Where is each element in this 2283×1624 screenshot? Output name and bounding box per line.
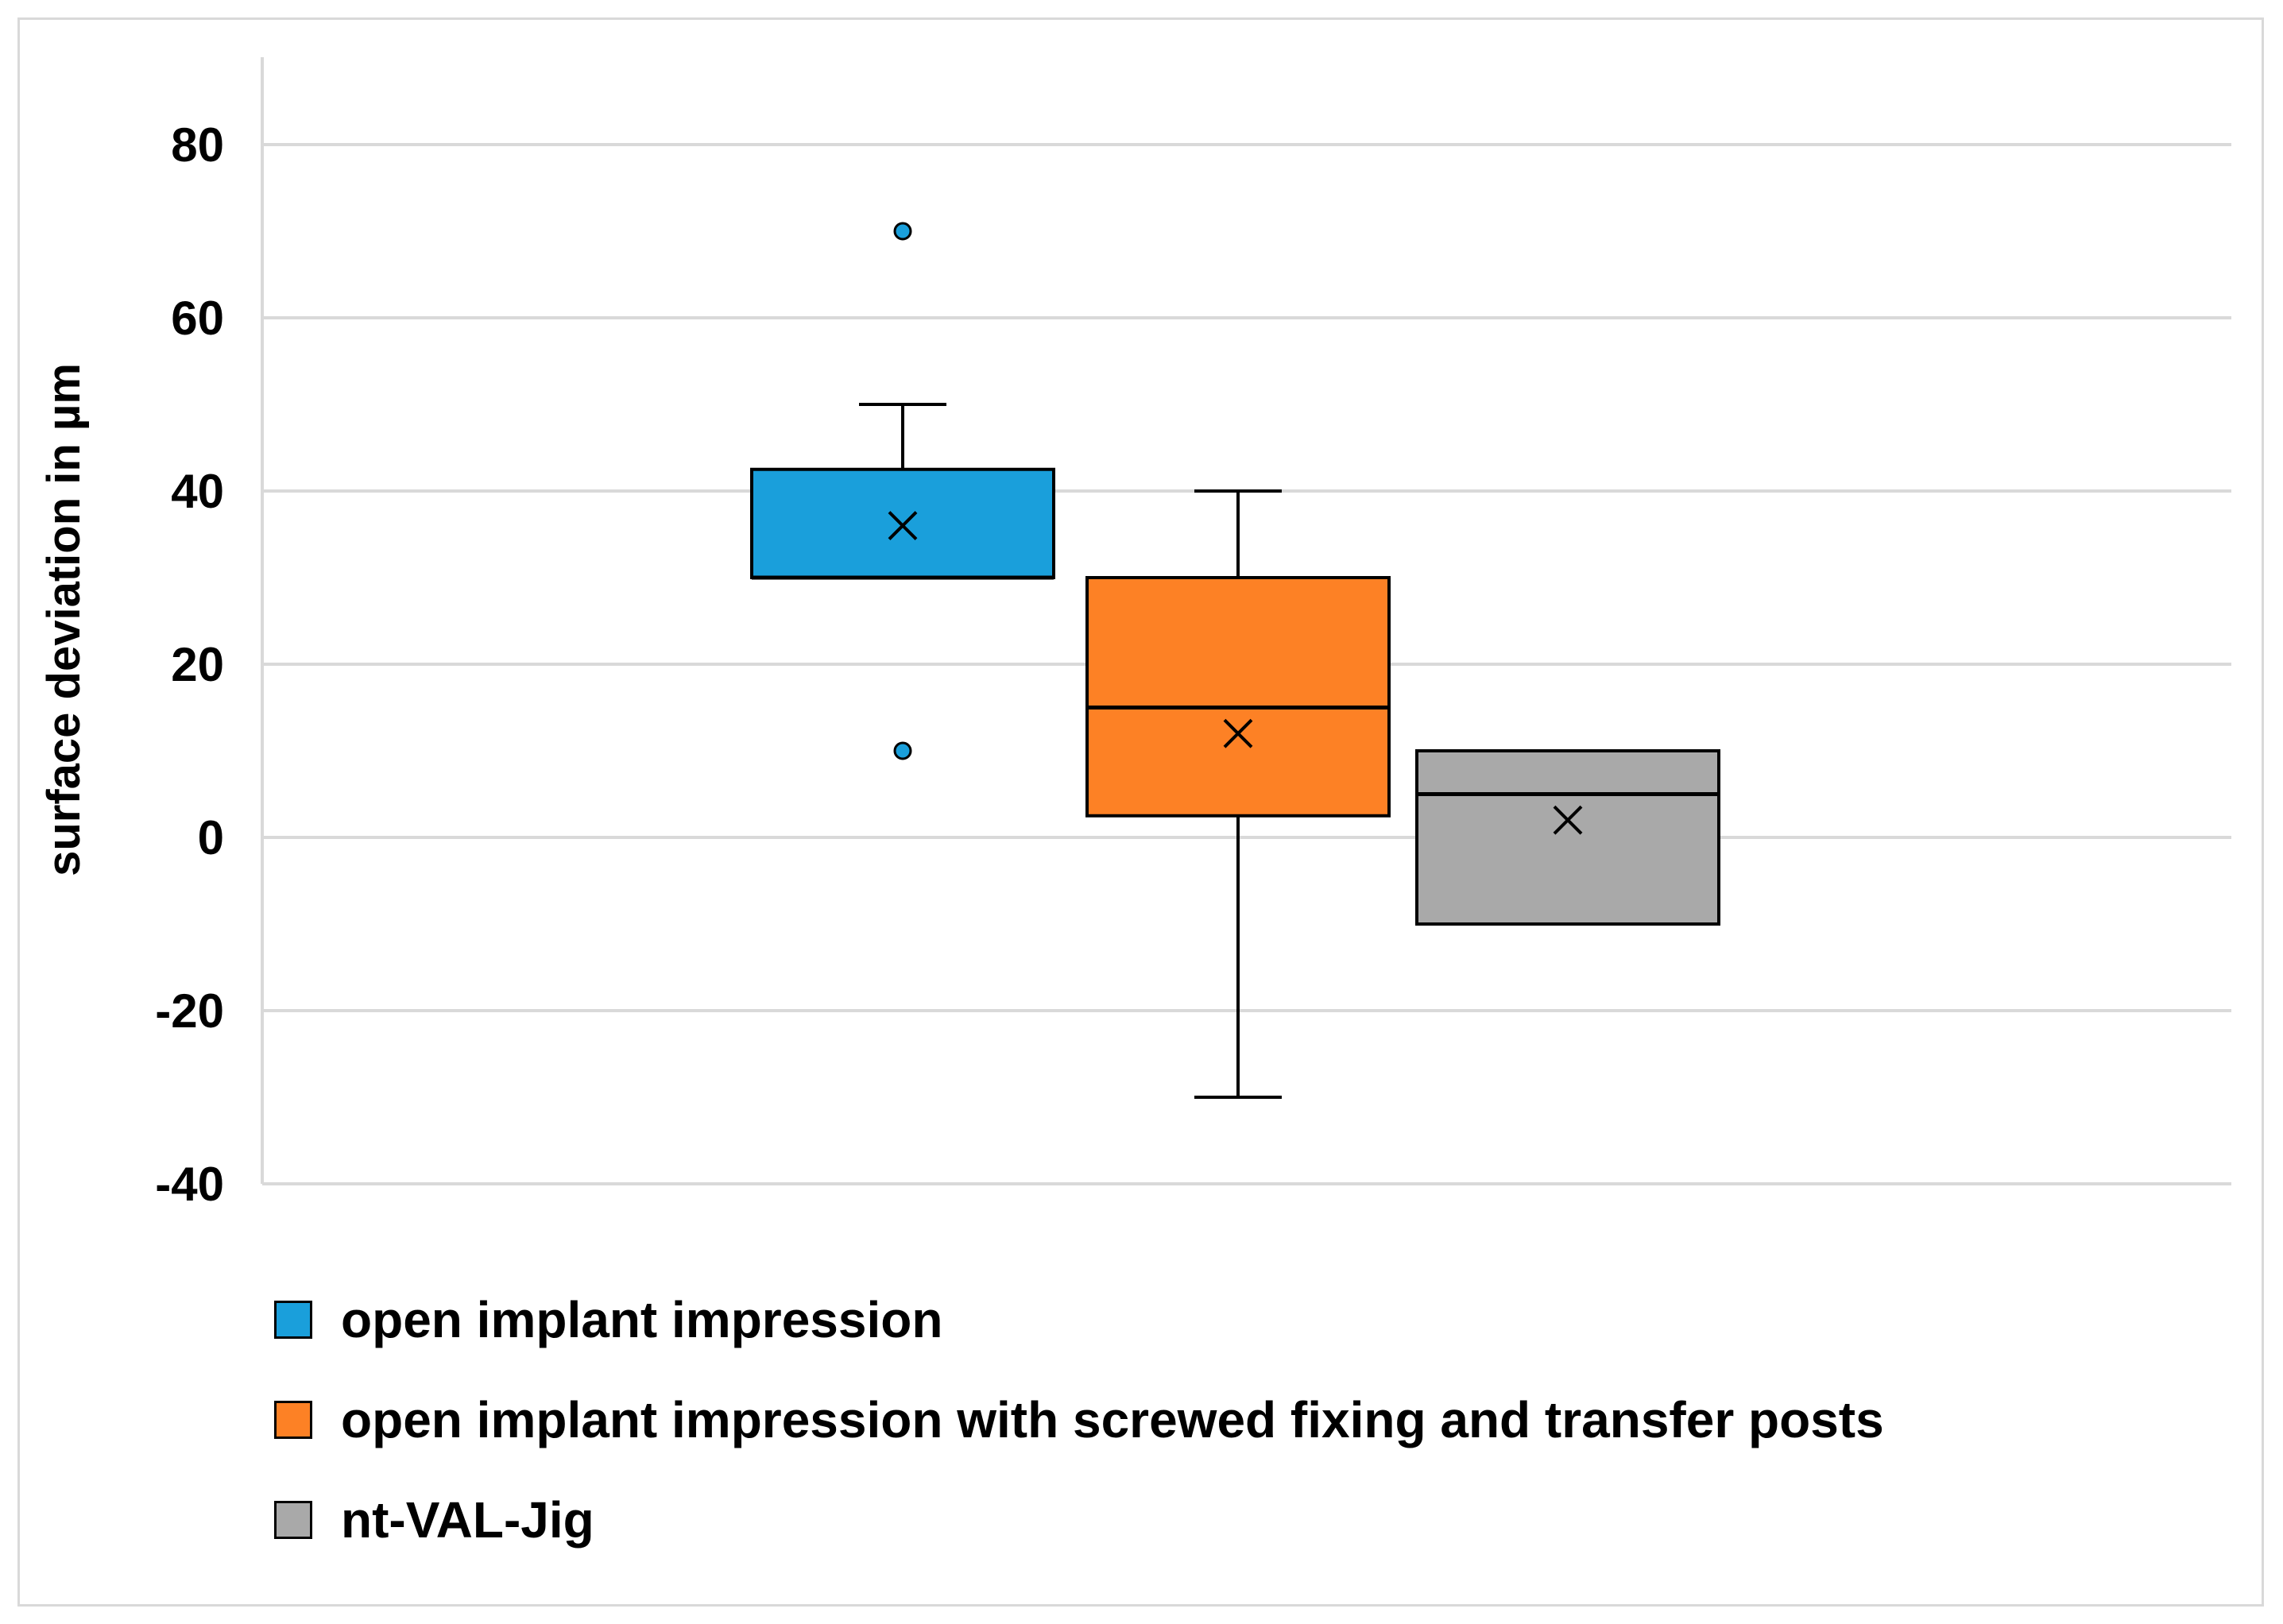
- boxes: [750, 222, 1720, 1099]
- y-tick-label: 60: [171, 292, 224, 345]
- gridlines: [262, 143, 2231, 1185]
- y-tick-label: 80: [171, 118, 224, 172]
- y-tick-labels: 80 60 40 20 0 -20 -40: [155, 118, 224, 1211]
- box-2: [1085, 489, 1391, 1099]
- legend-label-open-implant: open implant impression: [341, 1291, 943, 1348]
- box-1: [750, 222, 1055, 760]
- y-tick-label: -20: [155, 984, 224, 1038]
- y-tick-label: 40: [171, 465, 224, 518]
- legend-label-screwed-fixing: open implant impression with screwed fix…: [341, 1391, 1884, 1448]
- legend-item-screwed-fixing: open implant impression with screwed fix…: [274, 1370, 1884, 1470]
- legend: open implant impression open implant imp…: [274, 1270, 1884, 1570]
- y-tick-label: 20: [171, 638, 224, 691]
- mean-marker-stroke-2: [888, 511, 918, 541]
- legend-item-nt-val-jig: nt-VAL-Jig: [274, 1470, 1884, 1570]
- legend-swatch-nt-val-jig: [274, 1501, 312, 1539]
- legend-label-nt-val-jig: nt-VAL-Jig: [341, 1491, 594, 1549]
- iqr-box: [1085, 576, 1391, 818]
- box-3: [1415, 749, 1720, 926]
- mean-marker-stroke-2: [1223, 718, 1253, 748]
- y-tick-label: 0: [198, 811, 224, 864]
- iqr-box: [1415, 749, 1720, 926]
- outlier-point: [893, 741, 912, 760]
- legend-swatch-screwed-fixing: [274, 1401, 312, 1439]
- legend-swatch-open-implant: [274, 1301, 312, 1339]
- legend-item-open-implant: open implant impression: [274, 1270, 1884, 1370]
- outlier-point: [893, 222, 912, 241]
- y-axis-title: surface deviation in µm: [38, 363, 90, 876]
- mean-marker-stroke-2: [1553, 805, 1583, 835]
- y-tick-label: -40: [155, 1158, 224, 1211]
